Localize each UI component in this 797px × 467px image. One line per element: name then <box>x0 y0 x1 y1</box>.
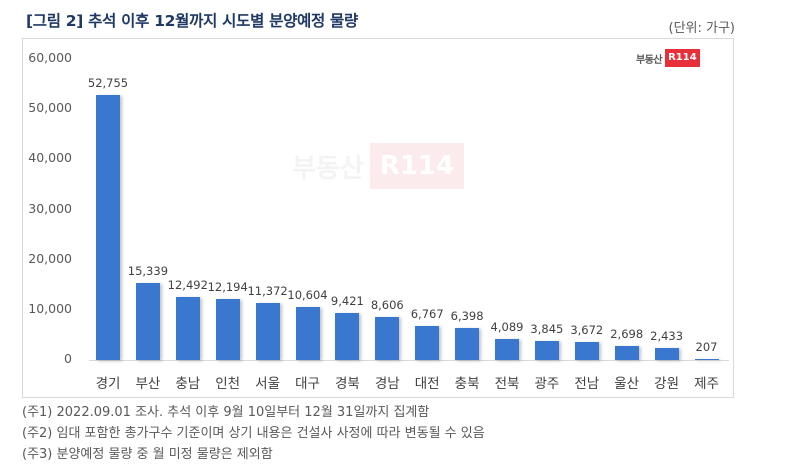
chart-title: [그림 2] 추석 이후 12월까지 시도별 분양예정 물량 <box>26 12 358 30</box>
bar <box>96 95 120 360</box>
bar <box>614 346 639 360</box>
x-category-label: 부산 <box>135 376 161 392</box>
bar-value-label: 8,606 <box>370 297 404 312</box>
bar-value-label: 2,698 <box>610 327 644 342</box>
bar <box>375 316 400 360</box>
x-category-label: 경북 <box>334 376 360 392</box>
x-category-label: 대구 <box>295 376 320 392</box>
bar <box>694 358 719 360</box>
footnotes: (주1) 2022.09.01 조사. 추석 이후 9월 10일부터 12월 3… <box>22 402 485 465</box>
x-category-label: 강원 <box>654 376 680 392</box>
logo-badge-icon: R114 <box>665 49 700 67</box>
y-tick-label: 60,000 <box>28 50 72 65</box>
bar <box>534 340 559 360</box>
bar-value-label: 6,398 <box>450 308 484 323</box>
y-tick-label: 30,000 <box>28 200 72 216</box>
y-tick-label: 40,000 <box>28 150 72 166</box>
x-category-label: 충남 <box>175 376 201 392</box>
bar <box>335 312 360 360</box>
x-category-label: 제주 <box>694 376 719 392</box>
bar-value-label: 3,845 <box>530 321 564 336</box>
bar-value-label: 6,767 <box>410 307 444 322</box>
bar <box>415 326 440 360</box>
bar-value-label: 11,372 <box>247 283 288 298</box>
y-tick-label: 50,000 <box>28 100 72 116</box>
bar-value-label: 9,421 <box>330 293 364 308</box>
bar-value-label: 3,672 <box>570 322 604 337</box>
x-category-label: 서울 <box>255 376 281 392</box>
footnote-2: (주2) 임대 포함한 총가구수 기준이며 상기 내용은 건설사 사정에 따라 … <box>22 426 485 441</box>
x-category-label: 경남 <box>374 376 400 392</box>
y-tick-label: 20,000 <box>28 250 72 266</box>
footnote-1: (주1) 2022.09.01 조사. 추석 이후 9월 10일부터 12월 3… <box>22 405 430 420</box>
bar-value-label: 15,339 <box>127 264 169 279</box>
brand-logo: 부동산 R114 <box>636 48 700 68</box>
bar <box>495 339 519 360</box>
bar <box>255 302 280 360</box>
bar <box>175 297 200 360</box>
watermark-badge: R114 <box>369 143 465 189</box>
x-category-label: 인천 <box>215 376 241 392</box>
x-category-label: 전북 <box>494 376 520 392</box>
x-axis-line <box>89 360 729 361</box>
bar-value-label: 2,433 <box>650 328 684 343</box>
footnote-3: (주3) 분양예정 물량 중 월 미정 물량은 제외함 <box>22 447 273 462</box>
x-category-label: 충북 <box>454 376 480 392</box>
bar <box>574 341 599 360</box>
bar <box>135 283 160 360</box>
bar-value-label: 207 <box>695 339 718 354</box>
bar-value-label: 52,755 <box>87 76 129 91</box>
bar <box>295 306 320 360</box>
bar-value-label: 12,194 <box>207 279 248 294</box>
y-tick-label: 0 <box>64 351 72 366</box>
bar-value-label: 4,089 <box>490 320 524 335</box>
bar <box>654 347 679 360</box>
bar <box>215 298 240 360</box>
x-category-label: 경기 <box>95 376 121 392</box>
bar <box>455 327 480 360</box>
x-category-label: 전남 <box>574 376 600 392</box>
y-tick-label: 10,000 <box>28 300 72 316</box>
bar-value-label: 10,604 <box>287 287 328 302</box>
x-category-label: 대전 <box>414 376 440 392</box>
x-category-label: 울산 <box>614 376 640 392</box>
unit-label: (단위: 가구) <box>668 21 736 36</box>
logo-text: 부동산 <box>636 54 663 66</box>
watermark: 부동산 R114 <box>292 143 465 189</box>
x-category-label: 광주 <box>534 376 560 392</box>
bar-value-label: 12,492 <box>167 278 208 293</box>
watermark-text: 부동산 <box>292 153 364 184</box>
